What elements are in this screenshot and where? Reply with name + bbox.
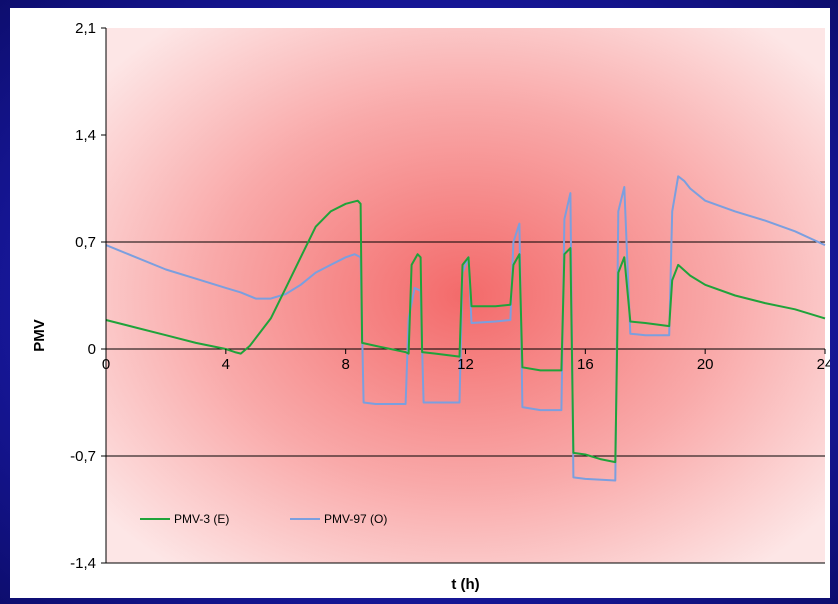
series-line-pmv-3-e: [105, 199, 826, 464]
line-chart: 2,11,40,70-0,7-1,40 4 8 12 16 20 24 t (h) PMV …: [31, 20, 830, 593]
x-tick-label: 16: [577, 356, 594, 373]
x-tick-label: 8: [341, 356, 349, 373]
series-line-pmv-97-o: [105, 175, 826, 482]
x-tick-label: 4: [222, 356, 230, 373]
y-tick-label: 2,1: [75, 20, 96, 37]
y-axis-label: PMV: [31, 319, 48, 352]
y-tick-label: -0,7: [70, 448, 96, 465]
x-tick-label: 0: [102, 356, 110, 373]
y-tick-label: -1,4: [70, 555, 96, 572]
y-tick-label: 0,7: [75, 234, 96, 251]
legend-label: PMV-3 (E): [174, 512, 229, 526]
x-tick-label: 20: [697, 356, 714, 373]
plot-background: [106, 28, 825, 563]
chart-area: 2,1 1,4 0,7 0 -0,7 -1,4 0 4 8 12 16 20 24 t (h) PMV …: [10, 8, 830, 598]
y-tick-label: 1,4: [75, 127, 96, 144]
x-tick-label: 24: [817, 356, 830, 373]
legend: PMV-3 (E) PMV-97 (O): [140, 512, 387, 526]
x-axis-label: t (h): [451, 576, 479, 593]
legend-label: PMV-97 (O): [324, 512, 387, 526]
x-tick-label: 12: [457, 356, 474, 373]
y-tick-label: 0: [88, 341, 96, 358]
